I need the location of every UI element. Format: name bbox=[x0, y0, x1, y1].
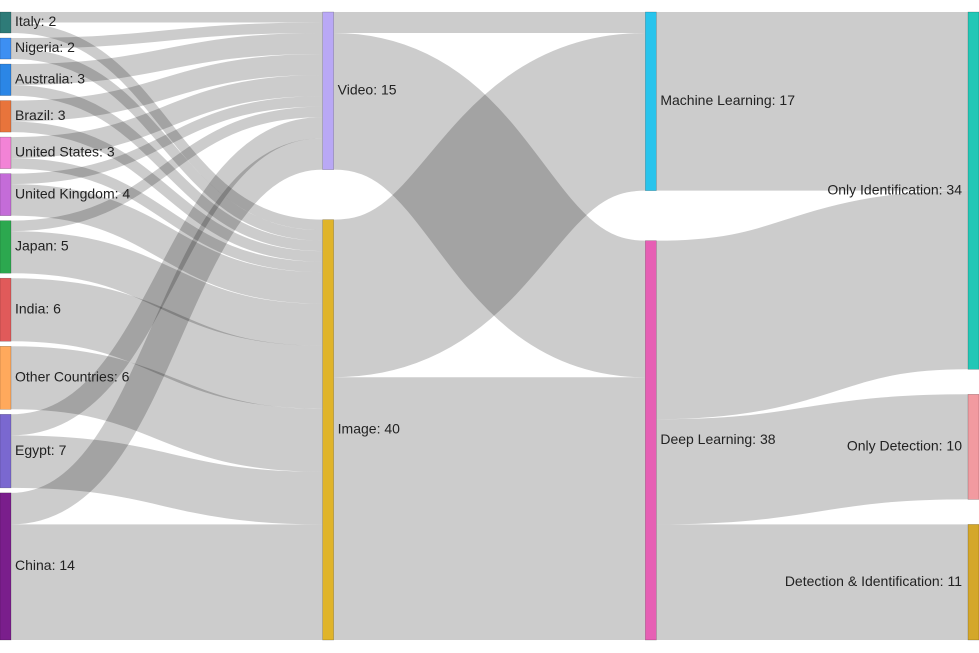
node bbox=[967, 524, 979, 641]
link bbox=[10, 231, 323, 346]
link bbox=[10, 184, 323, 304]
node bbox=[0, 100, 12, 133]
link bbox=[10, 106, 323, 232]
link bbox=[330, 33, 649, 378]
node bbox=[0, 37, 12, 60]
link bbox=[329, 33, 650, 378]
node bbox=[0, 277, 12, 342]
link bbox=[10, 54, 323, 122]
node-label: United States: 3 bbox=[15, 144, 115, 160]
links bbox=[10, 11, 970, 641]
node-label: Only Detection: 10 bbox=[847, 438, 962, 454]
link bbox=[656, 394, 969, 525]
node bbox=[0, 11, 12, 34]
link bbox=[10, 117, 324, 436]
link bbox=[10, 33, 323, 86]
node bbox=[0, 136, 12, 169]
node-label: Italy: 2 bbox=[15, 13, 56, 29]
node-label: China: 14 bbox=[15, 557, 75, 573]
node-label: India: 6 bbox=[15, 300, 61, 316]
node-label: Egypt: 7 bbox=[15, 442, 67, 458]
node-label: Deep Learning: 38 bbox=[660, 431, 775, 447]
node bbox=[322, 11, 334, 170]
node bbox=[0, 346, 12, 410]
node bbox=[967, 394, 979, 500]
link bbox=[10, 22, 323, 49]
node-label: United Kingdom: 4 bbox=[15, 185, 130, 201]
node-label: Nigeria: 2 bbox=[15, 39, 75, 55]
link bbox=[10, 138, 324, 525]
node-label: Machine Learning: 17 bbox=[660, 92, 795, 108]
node bbox=[0, 173, 12, 216]
link bbox=[10, 121, 323, 262]
node-label: Only Identification: 34 bbox=[827, 181, 962, 197]
link bbox=[10, 435, 323, 525]
link bbox=[10, 158, 323, 273]
node bbox=[322, 219, 334, 641]
node bbox=[0, 492, 12, 641]
link bbox=[10, 48, 323, 241]
node-label: Australia: 3 bbox=[15, 71, 85, 87]
node-label: Brazil: 3 bbox=[15, 107, 66, 123]
link bbox=[10, 22, 323, 231]
node bbox=[0, 220, 12, 274]
node bbox=[967, 11, 979, 370]
node bbox=[645, 11, 657, 191]
link bbox=[10, 96, 323, 185]
node-label: Video: 15 bbox=[338, 82, 397, 98]
link bbox=[10, 75, 323, 159]
link bbox=[655, 190, 970, 420]
node-label: Detection & Identification: 11 bbox=[785, 573, 962, 589]
node-label: Image: 40 bbox=[338, 421, 400, 437]
node-label: Japan: 5 bbox=[15, 238, 69, 254]
link bbox=[10, 346, 323, 472]
link bbox=[10, 85, 323, 252]
nodes: Italy: 2 Nigeria: 2 Australia: 3 Brazil: 3 U… bbox=[0, 11, 979, 641]
link bbox=[10, 278, 323, 409]
node bbox=[0, 414, 12, 489]
node-label: Other Countries: 6 bbox=[15, 368, 130, 384]
node bbox=[0, 63, 12, 96]
node bbox=[645, 240, 657, 641]
